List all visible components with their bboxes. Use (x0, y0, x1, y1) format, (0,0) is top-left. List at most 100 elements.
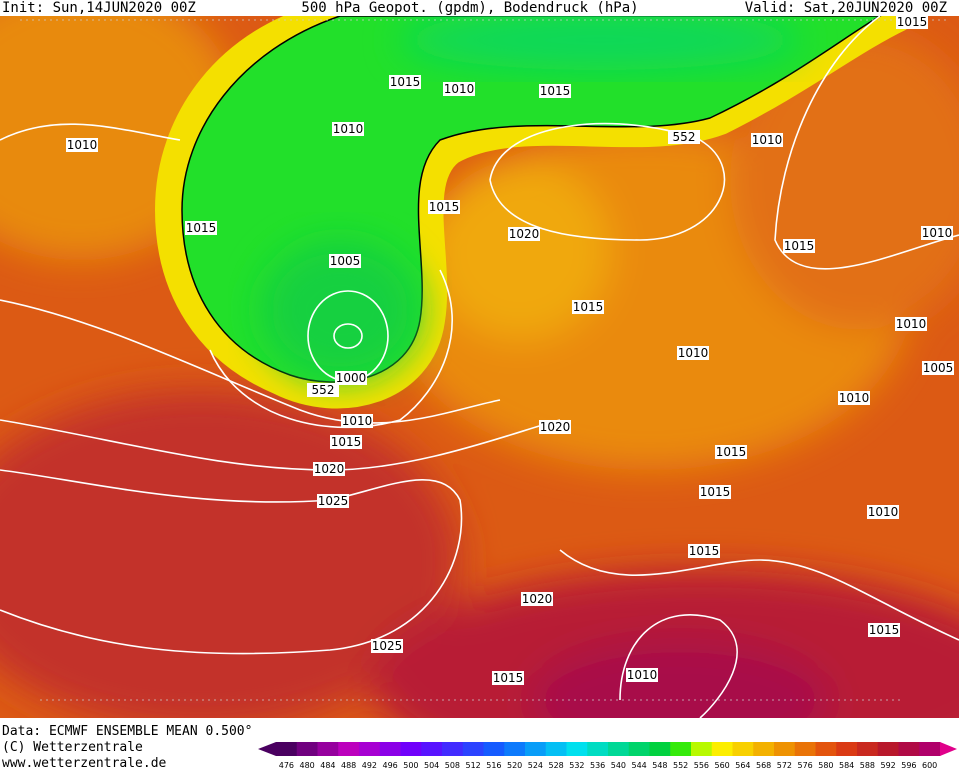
colorbar-label: 492 (362, 761, 377, 770)
label-box (688, 544, 720, 558)
colorbar-label: 516 (486, 761, 501, 770)
isobar-label: 1015 (688, 544, 720, 558)
isobar-labels: 1015 1015 1010 1015 1010 1010 552 1010 1015 1015 1… (66, 15, 954, 685)
label-text: 1020 (314, 462, 345, 476)
isobar (333, 323, 363, 349)
isobar-label: 1010 (895, 317, 927, 331)
isobar-label: 1015 (699, 485, 731, 499)
label-text: 1015 (869, 623, 900, 637)
label-box (185, 221, 217, 235)
colorbar-label: 572 (777, 761, 792, 770)
label-text: 1010 (678, 346, 709, 360)
colorbar-swatch (587, 742, 609, 756)
colorbar-swatch (504, 742, 526, 756)
label-box (896, 16, 928, 29)
colorbar-label: 580 (818, 761, 833, 770)
label-box (329, 254, 361, 268)
label-box (921, 226, 953, 240)
colorbar-arrow-right (940, 742, 957, 756)
colorbar-swatch (649, 742, 671, 756)
colorbar-swatch (711, 742, 733, 756)
colorbar-swatch (483, 742, 505, 756)
website: www.wetterzentrale.de (2, 756, 167, 770)
label-box (677, 346, 709, 360)
label-text: 1015 (784, 239, 815, 253)
label-text: 1015 (689, 544, 720, 558)
isobar-label: 1010 (332, 122, 364, 136)
colorbar-label: 552 (673, 761, 688, 770)
isobar-label: 1020 (539, 420, 571, 434)
colorbar-label: 536 (590, 761, 605, 770)
label-text: 1020 (509, 227, 540, 241)
colorbar-label: 524 (528, 761, 543, 770)
isobar-label: 1010 (921, 226, 953, 240)
label-box (783, 239, 815, 253)
label-text: 1015 (573, 300, 604, 314)
colorbar-swatch (919, 742, 941, 756)
init-time: Init: Sun,14JUN2020 00Z (2, 0, 196, 16)
label-text: 1015 (897, 15, 928, 29)
isobar-label: 1010 (677, 346, 709, 360)
label-box (389, 75, 421, 89)
label-box (699, 485, 731, 499)
label-box (371, 639, 403, 653)
colorbar-swatch (525, 742, 547, 756)
label-text: 1010 (868, 505, 899, 519)
colorbar-swatch (836, 742, 858, 756)
colorbar-swatch (545, 742, 567, 756)
label-box (508, 227, 540, 241)
colorbar-arrow-left (258, 742, 276, 756)
label-box (715, 445, 747, 459)
label-text: 1015 (716, 445, 747, 459)
colorbar-swatch (379, 742, 401, 756)
label-text: 1005 (330, 254, 361, 268)
label-text: 1010 (333, 122, 364, 136)
colorbar-swatch (462, 742, 484, 756)
isobar-label: 552 (668, 130, 700, 144)
colorbar-swatch (359, 742, 381, 756)
colorbar-swatch (421, 742, 443, 756)
isobar (559, 549, 959, 641)
data-source: Data: ECMWF ENSEMBLE MEAN 0.500° (2, 724, 252, 739)
isobar-label: 552 (307, 383, 339, 397)
colorbar-swatch (753, 742, 775, 756)
colorbar-label: 588 (860, 761, 875, 770)
colorbar-label: 568 (756, 761, 771, 770)
label-text: 1015 (429, 200, 460, 214)
colorbar-label: 596 (901, 761, 916, 770)
isobar-label: 1020 (521, 592, 553, 606)
label-box (867, 505, 899, 519)
label-text: 1010 (922, 226, 953, 240)
header-bar (0, 0, 959, 16)
isobar-label: 1015 (572, 300, 604, 314)
isobar (0, 123, 181, 141)
label-box (572, 300, 604, 314)
isobar-label: 1005 (922, 361, 954, 375)
label-text: 1005 (923, 361, 954, 375)
label-text: 1010 (627, 668, 658, 682)
isobar-label: 1020 (508, 227, 540, 241)
isobar-label: 1010 (443, 82, 475, 96)
colorbar-label: 496 (382, 761, 397, 770)
label-box (668, 130, 700, 144)
colorbar-label: 488 (341, 761, 356, 770)
isobar (489, 122, 726, 241)
label-box (838, 391, 870, 405)
isobar-label: 1010 (66, 138, 98, 152)
label-text: 1020 (522, 592, 553, 606)
label-box (895, 317, 927, 331)
colorbar-swatch (670, 742, 692, 756)
colorbar-swatch (877, 742, 899, 756)
isobar-label: 1015 (389, 75, 421, 89)
colorbar-swatch (857, 742, 879, 756)
colorbar-label: 556 (694, 761, 709, 770)
label-text: 1020 (540, 420, 571, 434)
isobar-label: 1010 (867, 505, 899, 519)
label-text: 1025 (318, 494, 349, 508)
colorbar-label: 576 (797, 761, 812, 770)
isobar-label: 1010 (751, 133, 783, 147)
label-box (307, 383, 339, 397)
colorbar-label: 560 (714, 761, 729, 770)
colorbar-swatch (442, 742, 464, 756)
label-box (313, 462, 345, 476)
